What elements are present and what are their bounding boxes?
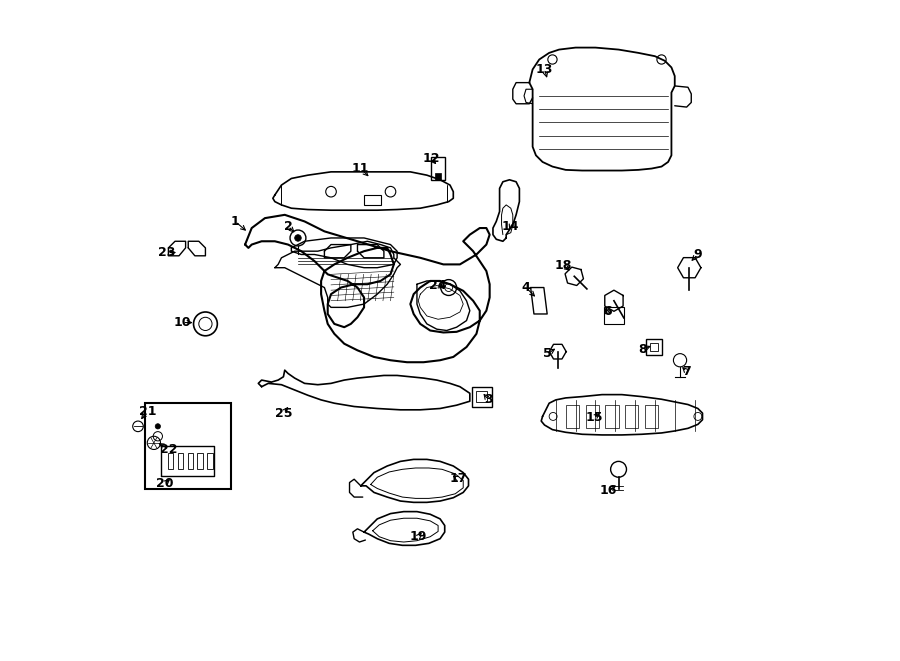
Bar: [476, 391, 487, 402]
Text: 1: 1: [230, 215, 239, 228]
Text: 23: 23: [158, 246, 176, 259]
Text: 15: 15: [585, 411, 603, 424]
Bar: [586, 405, 598, 428]
Bar: [604, 307, 624, 324]
Bar: [626, 405, 638, 428]
Text: 11: 11: [352, 162, 370, 175]
Bar: [364, 195, 381, 205]
Bar: [177, 453, 183, 469]
Circle shape: [155, 424, 160, 429]
Text: 3: 3: [484, 393, 492, 407]
Bar: [431, 157, 445, 180]
Text: 12: 12: [423, 152, 440, 165]
Text: 24: 24: [429, 279, 447, 292]
Bar: [472, 387, 491, 407]
Text: 14: 14: [502, 219, 519, 233]
Text: 19: 19: [410, 530, 427, 543]
Text: 6: 6: [603, 305, 612, 319]
Bar: [606, 405, 618, 428]
Text: 18: 18: [555, 259, 572, 272]
Bar: [145, 403, 230, 489]
Text: 20: 20: [156, 477, 173, 490]
Text: 2: 2: [284, 219, 292, 233]
Text: 25: 25: [274, 407, 292, 420]
Bar: [187, 453, 193, 469]
Circle shape: [294, 235, 302, 241]
Bar: [566, 405, 579, 428]
Text: 16: 16: [600, 484, 617, 497]
Bar: [435, 173, 441, 180]
Text: 8: 8: [639, 342, 647, 356]
Bar: [650, 343, 658, 351]
Bar: [645, 405, 658, 428]
Bar: [207, 453, 212, 469]
Text: 17: 17: [449, 472, 467, 485]
Text: 4: 4: [522, 281, 530, 294]
Bar: [645, 339, 662, 355]
Text: 13: 13: [536, 63, 554, 76]
Text: 7: 7: [682, 365, 691, 378]
Text: 9: 9: [694, 248, 702, 261]
Text: 5: 5: [544, 347, 553, 360]
Bar: [197, 453, 202, 469]
Bar: [167, 453, 173, 469]
Text: 22: 22: [160, 443, 178, 456]
Text: 21: 21: [139, 405, 156, 418]
Text: 10: 10: [174, 316, 191, 329]
